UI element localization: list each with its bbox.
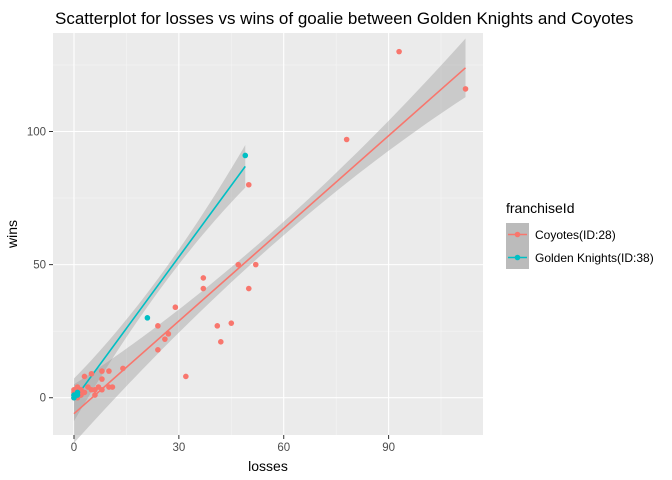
y-tick-label: 50 [33, 260, 46, 272]
fit-line-1 [73, 165, 246, 401]
data-point [165, 331, 172, 337]
data-point [218, 339, 224, 345]
data-point [214, 323, 221, 329]
x-axis-title: losses [248, 458, 288, 474]
legend-title: franchiseId [506, 200, 574, 216]
chart-title: Scatterplot for losses vs wins of goalie… [55, 9, 633, 28]
data-point [343, 136, 350, 143]
data-point [144, 315, 151, 321]
y-tick-label: 100 [27, 127, 46, 139]
legend-label: Coyotes(ID:28) [535, 228, 616, 242]
x-tick-label: 30 [172, 442, 185, 454]
data-point [92, 392, 98, 398]
data-point [99, 376, 105, 382]
data-point [99, 368, 105, 374]
data-point [155, 347, 161, 353]
legend-key-point [514, 254, 521, 261]
data-point [245, 285, 252, 292]
data-point [252, 261, 259, 268]
data-point [235, 261, 242, 268]
y-axis-title: wins [4, 220, 20, 249]
data-point [228, 320, 235, 326]
data-point [242, 152, 249, 159]
data-point [120, 365, 126, 372]
data-point [200, 285, 207, 292]
x-tick-label: 60 [277, 442, 290, 454]
data-point [183, 373, 189, 380]
data-point [396, 48, 402, 55]
data-point [155, 323, 161, 329]
data-point [200, 275, 207, 281]
legend-key-point [514, 231, 521, 238]
legend-items: Coyotes(ID:28) Golden Knights(ID:38) [506, 223, 654, 269]
data-point [74, 389, 81, 396]
fit-line-0 [73, 67, 467, 415]
fit-lines [73, 67, 467, 415]
data-point [81, 389, 88, 396]
data-point [106, 368, 112, 374]
data-point [81, 373, 88, 380]
x-tick-label: 0 [71, 442, 77, 454]
x-tick-label: 90 [382, 442, 395, 454]
data-point [245, 181, 252, 188]
data-point [172, 304, 179, 311]
axis-ticks [49, 131, 390, 439]
data-point [88, 370, 95, 377]
data-point [109, 384, 116, 390]
y-tick-label: 0 [40, 393, 46, 405]
data-point [462, 86, 469, 92]
legend: franchiseId Coyotes(ID:28) Golden Knights… [506, 200, 654, 269]
data-point [162, 336, 168, 342]
data-points [71, 48, 469, 401]
data-point [99, 386, 105, 393]
legend-label: Golden Knights(ID:38) [535, 251, 654, 265]
grid-minor [53, 33, 483, 435]
grid-major [53, 33, 483, 435]
axis-tick-labels: 0 30 60 90 0 50 100 [27, 127, 395, 454]
